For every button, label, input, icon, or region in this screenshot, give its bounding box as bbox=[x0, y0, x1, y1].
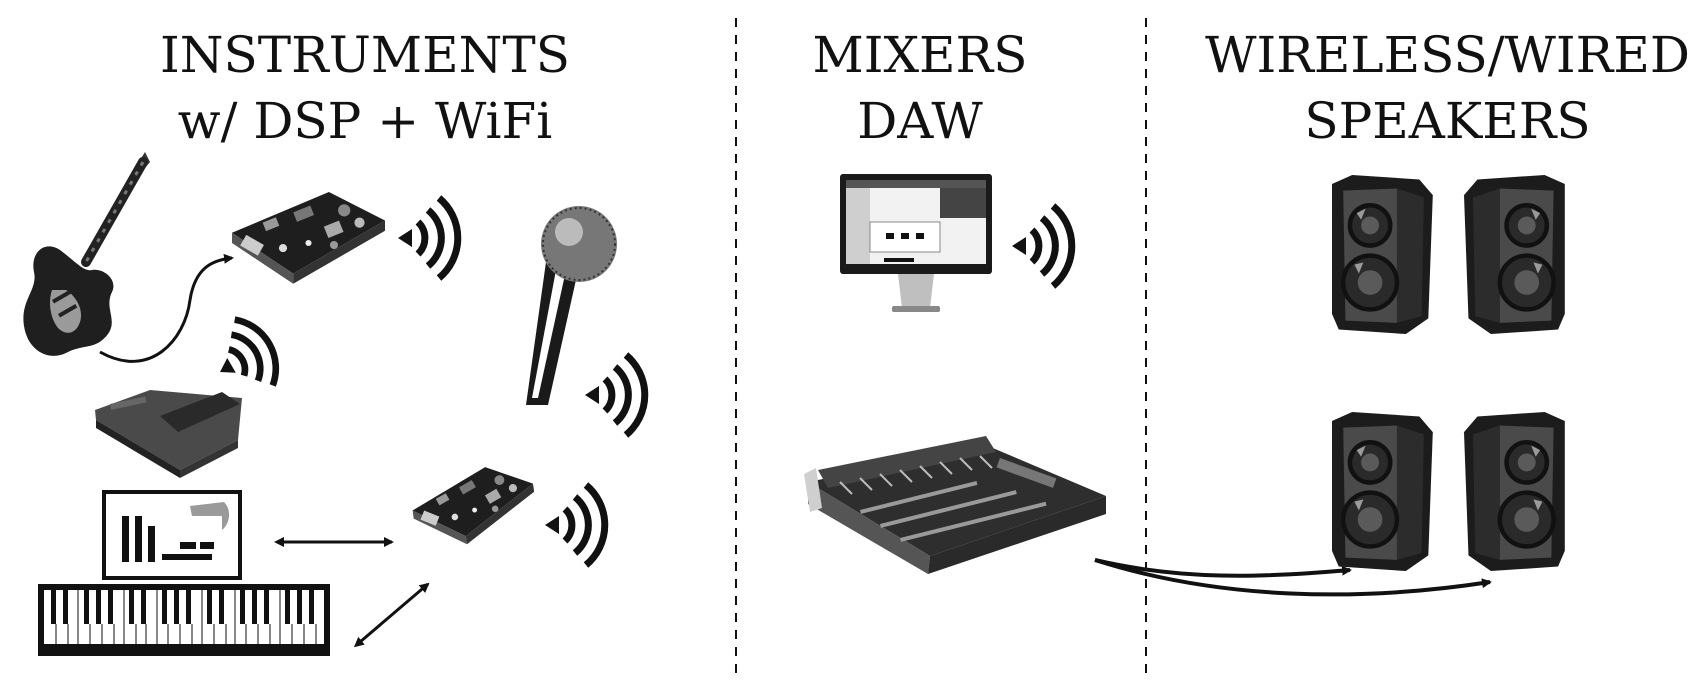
loudspeaker-icon bbox=[1332, 412, 1433, 571]
keyboard-board-link-arrow bbox=[353, 582, 430, 648]
instruments-heading: INSTRUMENTS w/ DSP + WiFi bbox=[100, 22, 630, 154]
mixing-console-icon bbox=[804, 436, 1106, 574]
midi-keyboard-icon bbox=[38, 490, 330, 656]
mixers-heading-line1: MIXERS bbox=[812, 26, 1028, 84]
mixer-speaker-link-arrow bbox=[1094, 558, 1352, 578]
instruments-heading-line2: w/ DSP + WiFi bbox=[177, 92, 553, 150]
microphone-icon bbox=[526, 206, 617, 405]
speakers-heading: WIRELESS/WIRED SPEAKERS bbox=[1190, 22, 1705, 154]
wifi-signal-icon bbox=[545, 485, 605, 565]
loudspeaker-icon bbox=[1464, 175, 1565, 334]
mixers-heading-line2: DAW bbox=[857, 92, 983, 150]
speakers-heading-line2: SPEAKERS bbox=[1304, 92, 1591, 150]
daw-monitor-icon bbox=[840, 174, 992, 312]
dsp-board-icon bbox=[408, 460, 541, 552]
speakers-heading-line1: WIRELESS/WIRED bbox=[1205, 26, 1690, 84]
loudspeaker-icon bbox=[1464, 412, 1565, 571]
wifi-signal-icon bbox=[585, 355, 645, 435]
mixers-heading: MIXERS DAW bbox=[780, 22, 1060, 154]
wifi-signal-icon bbox=[398, 198, 458, 278]
wifi-signal-icon bbox=[1012, 206, 1072, 286]
effects-pedal-icon bbox=[95, 390, 242, 478]
loudspeaker-icon bbox=[1332, 175, 1433, 334]
electric-guitar-icon bbox=[23, 152, 150, 356]
wifi-signal-icon bbox=[201, 311, 288, 405]
guitar-cable-arrow bbox=[99, 253, 234, 363]
dsp-board-icon bbox=[232, 192, 385, 284]
instruments-heading-line1: INSTRUMENTS bbox=[160, 26, 570, 84]
mixer-speaker-link-arrow bbox=[1094, 558, 1492, 597]
